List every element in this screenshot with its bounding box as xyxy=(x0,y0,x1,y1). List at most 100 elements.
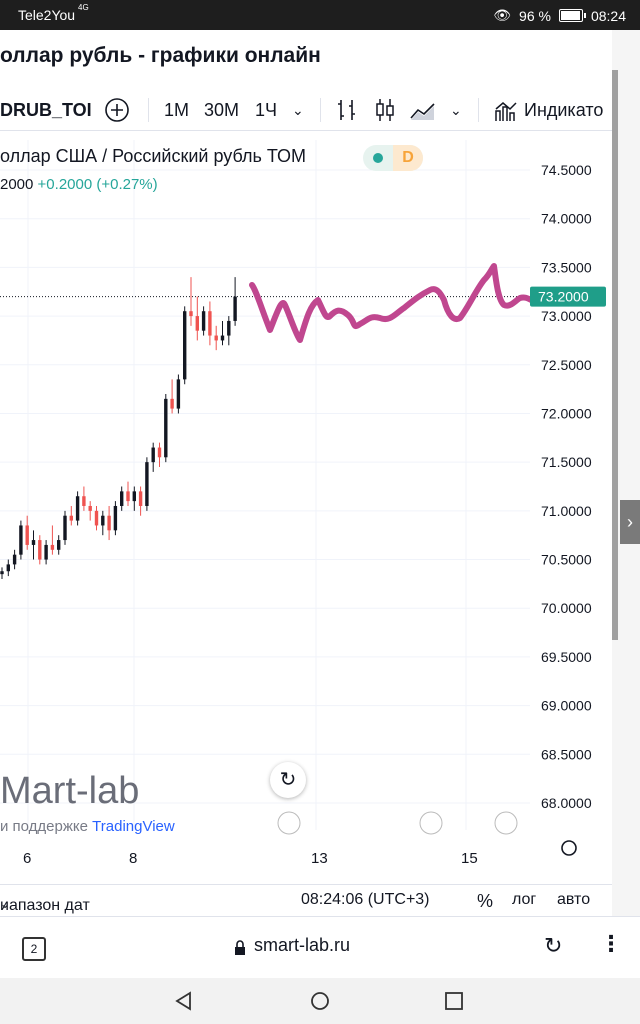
separator xyxy=(478,98,479,122)
auto-toggle[interactable]: авто xyxy=(557,891,590,909)
candle-body xyxy=(177,379,180,408)
timezone-clock[interactable]: 08:24:06 (UTC+3) xyxy=(301,891,430,909)
indicators-icon xyxy=(494,99,518,123)
candle-body xyxy=(95,511,98,526)
percent-toggle[interactable]: % xyxy=(477,891,493,912)
interval-1h[interactable]: 1Ч xyxy=(255,90,277,130)
flag-icon xyxy=(420,812,442,834)
flag-icon xyxy=(495,812,517,834)
log-toggle[interactable]: лог xyxy=(512,891,536,909)
status-bar: Tele2You 4G 👁 96 % 08:24 xyxy=(0,0,640,30)
interval-1m[interactable]: 1М xyxy=(164,90,189,130)
separator xyxy=(148,98,149,122)
page-scrollbar[interactable]: › xyxy=(612,30,640,916)
price-tick-label: 74.0000 xyxy=(541,211,592,227)
candle-body xyxy=(19,525,22,554)
watermark-brand: Mart-lab xyxy=(0,770,139,813)
candle-body xyxy=(133,491,136,501)
symbol-description: оллар США / Российский рубль ТОМ xyxy=(0,146,306,167)
candle-body xyxy=(44,545,47,560)
price-tick-label: 69.0000 xyxy=(541,698,592,714)
price-tick-label: 69.5000 xyxy=(541,649,592,665)
bars-style-button[interactable] xyxy=(336,90,358,130)
candle-body xyxy=(82,496,85,506)
close-value: 2000 xyxy=(0,176,33,193)
time-tick-label: 6 xyxy=(23,850,31,867)
candle-body xyxy=(215,336,218,341)
candle-body xyxy=(158,448,161,458)
candle-body xyxy=(221,336,224,341)
price-tick-label: 70.5000 xyxy=(541,552,592,568)
area-chart-icon xyxy=(410,98,436,122)
indicators-button[interactable]: Индикато xyxy=(494,90,603,130)
candle-body xyxy=(164,399,167,457)
candle-body xyxy=(208,311,211,335)
chart-type-chevron-icon[interactable]: ⌄ xyxy=(450,90,462,130)
home-icon[interactable] xyxy=(310,991,330,1011)
bars-icon xyxy=(336,98,358,122)
watermark-provider[interactable]: TradingView xyxy=(92,818,175,835)
candle-body xyxy=(233,297,236,321)
back-icon[interactable] xyxy=(174,991,194,1011)
browser-address-bar: 2 smart-lab.ru ↻ ⋮ xyxy=(0,916,640,979)
price-tick-label: 71.5000 xyxy=(541,454,592,470)
tab-switcher-button[interactable]: 2 xyxy=(22,937,46,961)
replay-icon: ↻ xyxy=(280,769,297,791)
price-tick-label: 71.0000 xyxy=(541,503,592,519)
candle-body xyxy=(13,555,16,565)
chevron-right-icon: › xyxy=(627,512,633,532)
time-tick-label: 15 xyxy=(461,850,478,867)
candle-body xyxy=(114,506,117,530)
status-right: 👁 96 % 08:24 xyxy=(493,7,626,24)
candle-body xyxy=(120,491,123,506)
menu-icon[interactable]: ⋮ xyxy=(600,931,622,957)
last-price-tag-label: 73.2000 xyxy=(538,289,589,305)
candle-body xyxy=(26,525,29,544)
price-tick-label: 70.0000 xyxy=(541,600,592,616)
network-label: 4G xyxy=(78,4,89,12)
candle-body xyxy=(70,516,73,521)
candle-body xyxy=(0,571,3,574)
settings-gear-icon xyxy=(562,841,576,855)
market-status-pill[interactable]: D xyxy=(363,145,423,171)
candle-body xyxy=(145,462,148,506)
side-panel-toggle[interactable]: › xyxy=(620,500,640,544)
chevron-down-icon: ⌄ xyxy=(0,897,10,911)
interval-dropdown-chevron-icon[interactable]: ⌄ xyxy=(292,90,304,130)
date-range-label: иапазон дат xyxy=(0,897,90,915)
price-tick-label: 68.5000 xyxy=(541,746,592,762)
candle-body xyxy=(51,545,54,550)
symbol-search[interactable]: DRUB_TOI xyxy=(0,90,92,130)
lock-icon xyxy=(234,940,246,956)
interval-30m[interactable]: 30М xyxy=(204,90,239,130)
time-tick-label: 8 xyxy=(129,850,137,867)
change-value: +0.2000 (+0.27%) xyxy=(38,176,158,193)
replay-button[interactable]: ↻ xyxy=(270,762,306,798)
price-tick-label: 72.5000 xyxy=(541,357,592,373)
time-tick-label: 13 xyxy=(311,850,328,867)
price-tick-label: 72.0000 xyxy=(541,405,592,421)
price-tick-label: 74.5000 xyxy=(541,162,592,178)
time-axis: 6 8 13 15 xyxy=(23,850,478,867)
price-change-line: 2000 +0.2000 (+0.27%) xyxy=(0,176,158,193)
candle-body xyxy=(196,316,199,331)
battery-percent: 96 % xyxy=(519,8,551,24)
clock: 08:24 xyxy=(591,8,626,24)
system-nav-bar xyxy=(0,978,640,1024)
carrier-label: Tele2You xyxy=(18,7,75,23)
add-symbol-button[interactable] xyxy=(104,90,130,130)
area-style-button[interactable] xyxy=(410,90,436,130)
recents-icon[interactable] xyxy=(444,991,464,1011)
scrollbar-thumb[interactable] xyxy=(612,70,618,640)
indicators-label: Индикато xyxy=(524,100,603,120)
candles-style-button[interactable] xyxy=(374,90,396,130)
reload-icon[interactable]: ↻ xyxy=(544,933,562,959)
watermark-support: и поддержке xyxy=(0,818,88,835)
candle-body xyxy=(101,516,104,526)
candle-body xyxy=(107,516,110,531)
candle-body xyxy=(32,540,35,545)
candle-body xyxy=(89,506,92,511)
candle-body xyxy=(57,540,60,550)
candles-icon xyxy=(374,98,396,122)
url-field[interactable]: smart-lab.ru xyxy=(254,935,350,956)
